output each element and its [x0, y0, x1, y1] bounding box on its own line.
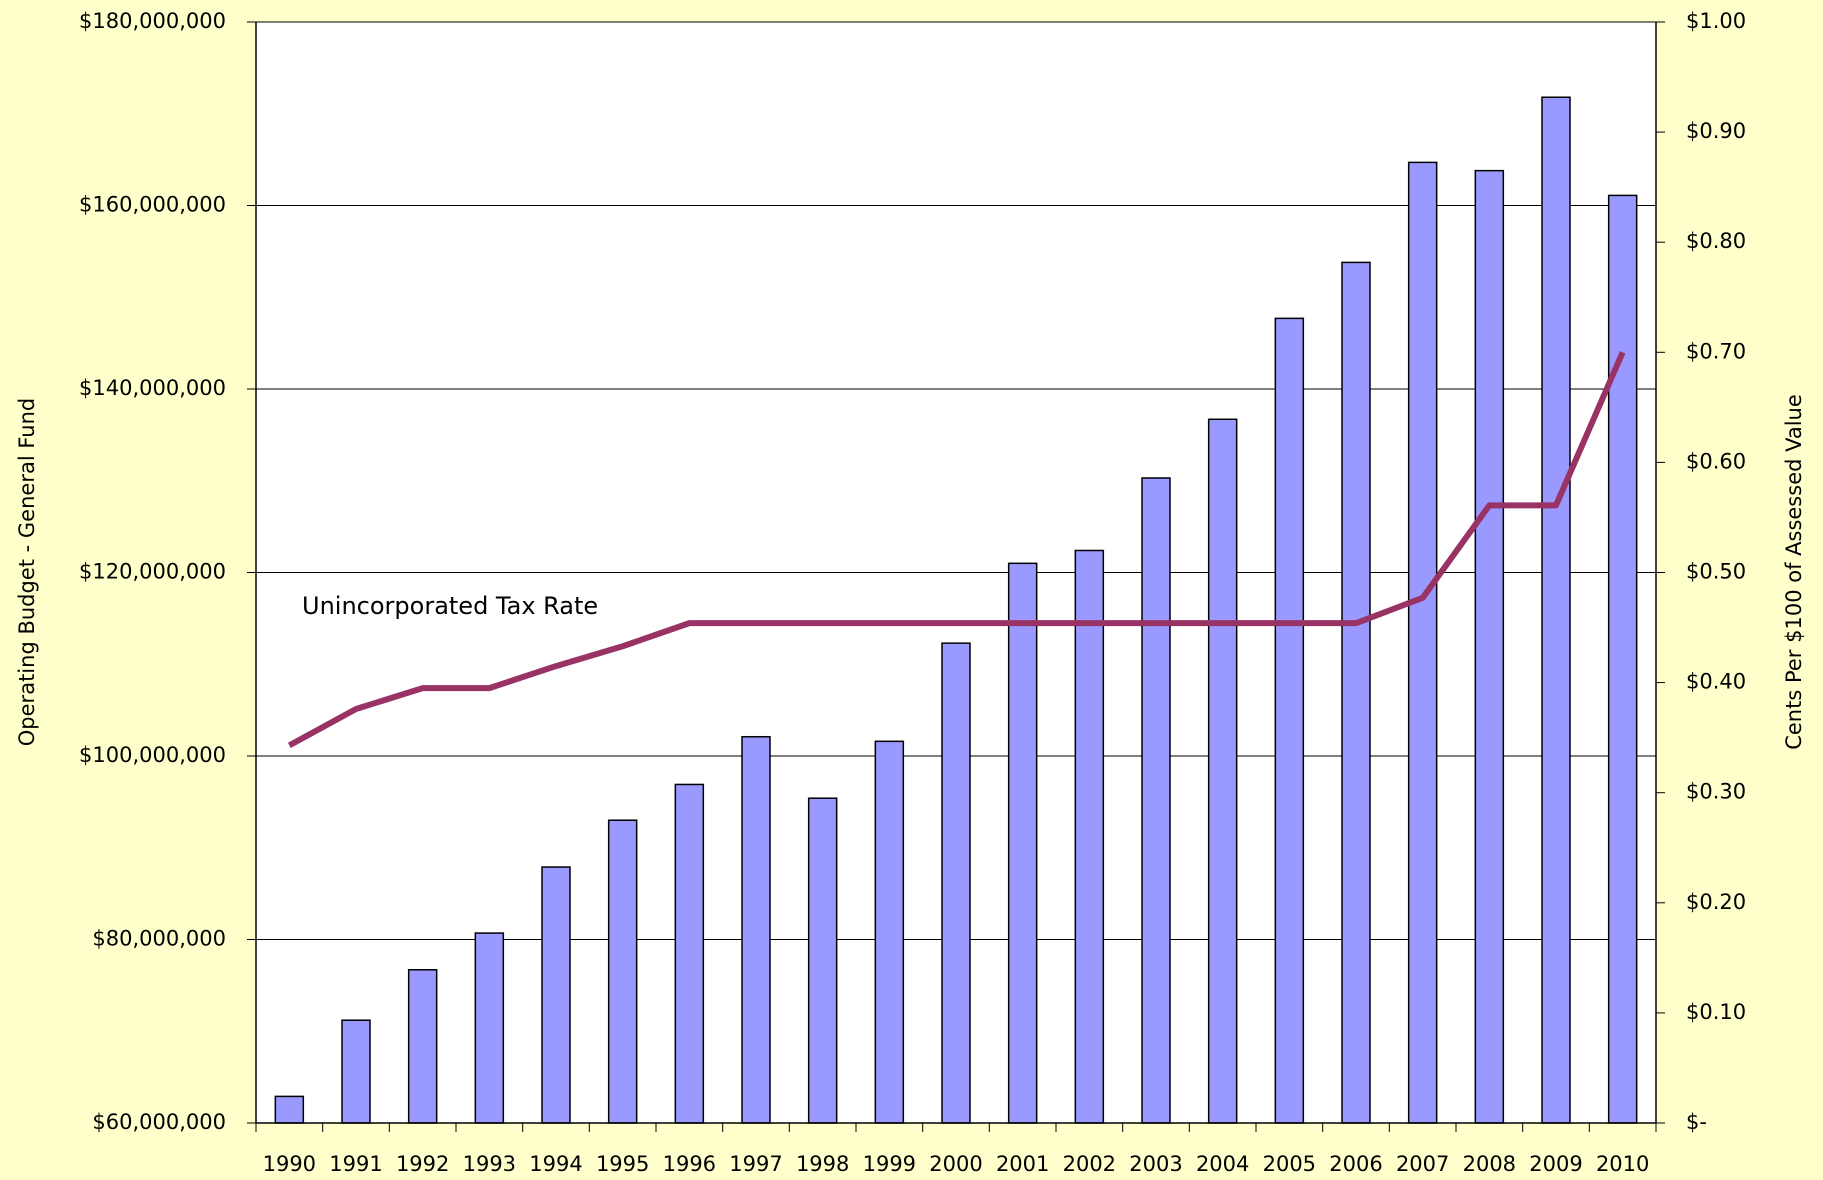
y2-tick-label: $0.90	[1686, 119, 1746, 143]
bar	[874, 740, 905, 1124]
y2-tick-label: $0.20	[1686, 890, 1746, 914]
bar	[1607, 194, 1638, 1124]
y2-tick-label: $0.80	[1686, 229, 1746, 253]
bar	[474, 932, 505, 1124]
bar	[674, 783, 705, 1124]
bar	[807, 797, 838, 1124]
y-tick-label: $180,000,000	[79, 9, 226, 33]
x-tick-label: 1999	[863, 1152, 916, 1176]
x-tick-label: 1998	[796, 1152, 849, 1176]
y2-tick-label: $1.00	[1686, 9, 1746, 33]
x-tick-label: 2003	[1129, 1152, 1182, 1176]
x-tick-label: 1994	[529, 1152, 582, 1176]
line	[287, 351, 1626, 748]
bar	[607, 819, 638, 1124]
bar	[1541, 96, 1571, 1124]
x-tick-label: 2005	[1263, 1152, 1316, 1176]
x-tick-label: 2007	[1396, 1152, 1449, 1176]
y-tick-label: $140,000,000	[79, 376, 226, 400]
bar	[1341, 261, 1371, 1124]
x-tick-label: 1993	[463, 1152, 516, 1176]
x-tick-label: 1996	[663, 1152, 716, 1176]
x-tick-label: 2002	[1063, 1152, 1116, 1176]
x-tick-label: 2004	[1196, 1152, 1249, 1176]
x-tick-label: 1991	[329, 1152, 382, 1176]
bar	[1474, 169, 1505, 1124]
y-tick-label: $60,000,000	[92, 1110, 226, 1134]
line-label: Unincorporated Tax Rate	[302, 592, 598, 620]
y-tick-label: $100,000,000	[79, 743, 226, 767]
bar	[741, 735, 771, 1124]
x-tick-label: 2000	[929, 1152, 982, 1176]
bar	[1274, 317, 1305, 1124]
bar	[1074, 549, 1105, 1124]
y2-axis-label: Cents Per $100 of Assessed Value	[1782, 394, 1806, 750]
x-tick-label: 2008	[1463, 1152, 1516, 1176]
x-tick-label: 2010	[1596, 1152, 1649, 1176]
y2-tick-label: $0.30	[1686, 780, 1746, 804]
x-tick-label: 1995	[596, 1152, 649, 1176]
y2-tick-label: $0.10	[1686, 1000, 1746, 1024]
bar	[1407, 161, 1438, 1124]
y-axis-label: Operating Budget - General Fund	[15, 398, 39, 746]
y2-tick-label: $0.60	[1686, 449, 1746, 473]
bar	[274, 1095, 305, 1124]
x-tick-label: 1990	[263, 1152, 316, 1176]
bar	[1007, 562, 1038, 1124]
bar	[1141, 477, 1171, 1124]
y-tick-label: $80,000,000	[92, 927, 226, 951]
bar	[1207, 418, 1238, 1124]
x-tick-label: 2009	[1529, 1152, 1582, 1176]
bar	[407, 969, 438, 1124]
x-tick-label: 2006	[1329, 1152, 1382, 1176]
y-tick-label: $120,000,000	[79, 560, 226, 584]
bar	[541, 866, 571, 1124]
x-tick-label: 1997	[729, 1152, 782, 1176]
y2-tick-label: $0.40	[1686, 670, 1746, 694]
bar	[341, 1019, 371, 1124]
x-tick-label: 1992	[396, 1152, 449, 1176]
x-tick-label: 2001	[996, 1152, 1049, 1176]
y2-tick-label: $0.70	[1686, 339, 1746, 363]
y-tick-label: $160,000,000	[79, 193, 226, 217]
y2-tick-label: $0.50	[1686, 560, 1746, 584]
y2-tick-label: $-	[1686, 1110, 1707, 1134]
bar	[941, 642, 971, 1124]
